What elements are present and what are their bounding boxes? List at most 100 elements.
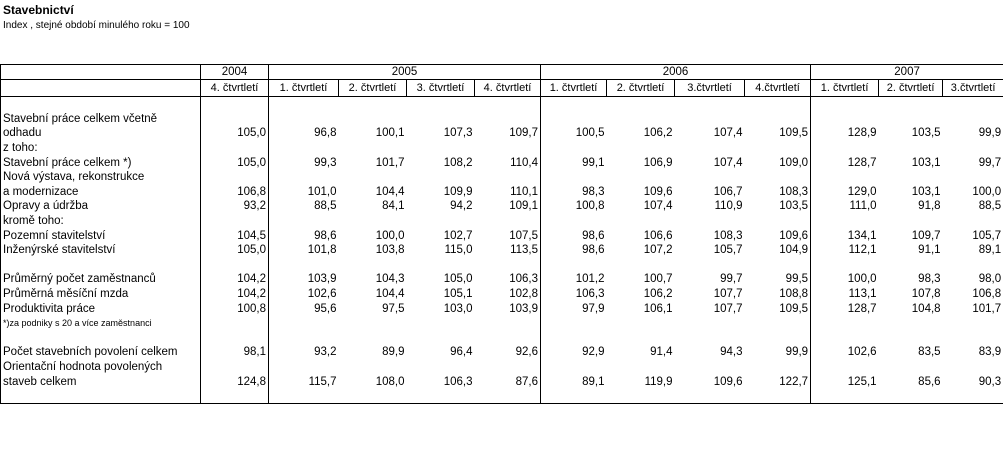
value-cell: 110,9 [714, 200, 743, 213]
empty-cell [268, 96, 339, 112]
empty-cell [540, 213, 607, 229]
value-cell: 84,1 [382, 200, 405, 213]
value-cell: 113,5 [510, 244, 539, 257]
value-cell: 100,8 [540, 199, 607, 214]
empty-cell [200, 111, 269, 127]
value-cell: 105,7 [972, 229, 1002, 242]
value-cell: 100,8 [200, 301, 269, 316]
empty-cell [200, 330, 269, 346]
value-cell: 94,2 [450, 200, 473, 213]
value-cell: 83,5 [918, 346, 941, 359]
row-label: Průměrný počet zaměstnanců [3, 273, 156, 286]
value-cell: 110,4 [510, 156, 539, 169]
value-cell: 104,3 [375, 273, 405, 286]
value-cell: 107,4 [713, 156, 743, 169]
empty-cell [943, 97, 1003, 112]
value-cell: 109,0 [779, 156, 809, 169]
value-cell: 91,4 [650, 346, 673, 359]
empty-cell [810, 96, 879, 112]
value-cell: 105,0 [443, 273, 473, 286]
table-row: staveb celkem 124,8 115,7 108,0 106,3 87,6 89,… [1, 374, 1003, 389]
empty-cell [943, 112, 1003, 127]
empty-cell [675, 316, 745, 331]
empty-cell [879, 360, 943, 375]
empty-cell [810, 140, 879, 156]
value-cell: 109,5 [779, 127, 809, 140]
empty-cell [540, 388, 607, 404]
empty-cell [407, 170, 475, 185]
empty-cell [810, 359, 879, 375]
empty-cell [540, 96, 607, 112]
table-row: z toho: [1, 140, 1003, 156]
empty-cell [675, 331, 745, 346]
row-label: Pozemní stavitelství [3, 229, 106, 242]
empty-cell [407, 141, 475, 156]
value-cell: 109,9 [443, 185, 473, 198]
value-cell: 85,6 [918, 375, 941, 388]
value-cell: 105,7 [713, 244, 743, 257]
value-cell: 98,1 [200, 345, 269, 360]
empty-cell [810, 315, 879, 331]
empty-cell [607, 112, 675, 127]
value-cell: 89,1 [978, 244, 1002, 257]
year-header: 2007 [810, 64, 1003, 80]
empty-cell [607, 360, 675, 375]
empty-cell [943, 258, 1003, 273]
year-header: 2006 [540, 64, 811, 80]
value-cell: 101,0 [268, 184, 339, 200]
value-cell: 108,3 [713, 229, 743, 242]
value-cell: 109,6 [779, 229, 809, 242]
empty-cell [475, 389, 541, 404]
empty-cell [407, 316, 475, 331]
empty-cell [745, 258, 811, 273]
spacer-row [1, 388, 1003, 404]
spacer-row [1, 257, 1003, 273]
value-cell: 98,6 [540, 228, 607, 243]
value-cell: 103,1 [911, 156, 941, 169]
value-cell: 109,7 [911, 229, 941, 242]
empty-cell [339, 214, 407, 229]
table-row: Průměrná měsíční mzda 104,2 102,6 104,4 105,… [1, 286, 1003, 302]
empty-cell [475, 331, 541, 346]
table-row: kromě toho: [1, 213, 1003, 229]
value-cell: 107,2 [643, 244, 673, 257]
value-cell: 101,8 [268, 242, 339, 258]
value-cell: 98,0 [978, 273, 1002, 286]
empty-cell [339, 360, 407, 375]
footnote: *)za podniky s 20 a více zaměstnanci [3, 318, 152, 329]
value-cell: 109,1 [509, 200, 539, 213]
value-cell: 103,1 [911, 185, 941, 198]
empty-cell [879, 258, 943, 273]
value-cell: 97,5 [382, 302, 405, 315]
empty-cell [675, 141, 745, 156]
table-row: Nová výstava, rekonstrukce [1, 169, 1003, 185]
corner-cell [0, 79, 201, 97]
value-cell: 100,0 [810, 272, 879, 287]
empty-cell [407, 97, 475, 112]
value-cell: 93,2 [268, 345, 339, 360]
quarter-header: 3.čtvrtletí [674, 79, 745, 97]
table-row: Pozemní stavitelství 104,5 98,6 100,0 102,7 1… [1, 228, 1003, 243]
empty-cell [268, 140, 339, 156]
empty-cell [540, 111, 607, 127]
empty-cell [1, 331, 201, 346]
value-cell: 112,1 [810, 242, 879, 258]
table-row: Stavební práce celkem včetně [1, 111, 1003, 127]
empty-cell [268, 111, 339, 127]
quarter-header: 1. čtvrtletí [810, 79, 879, 97]
empty-cell [339, 258, 407, 273]
table-row: Počet stavebních povolení celkem 98,1 93,2… [1, 345, 1003, 360]
value-cell: 88,5 [268, 199, 339, 214]
value-cell: 122,7 [779, 375, 809, 388]
year-header: 2005 [267, 64, 541, 80]
empty-cell [200, 359, 269, 375]
row-label: Průměrná měsíční mzda [3, 288, 129, 301]
quarter-header: 3.čtvrtletí [942, 79, 1003, 97]
empty-cell [607, 258, 675, 273]
value-cell: 111,0 [810, 199, 879, 214]
empty-cell [745, 170, 811, 185]
value-cell: 99,1 [540, 155, 607, 170]
empty-cell [475, 258, 541, 273]
empty-cell [943, 331, 1003, 346]
empty-cell [943, 360, 1003, 375]
